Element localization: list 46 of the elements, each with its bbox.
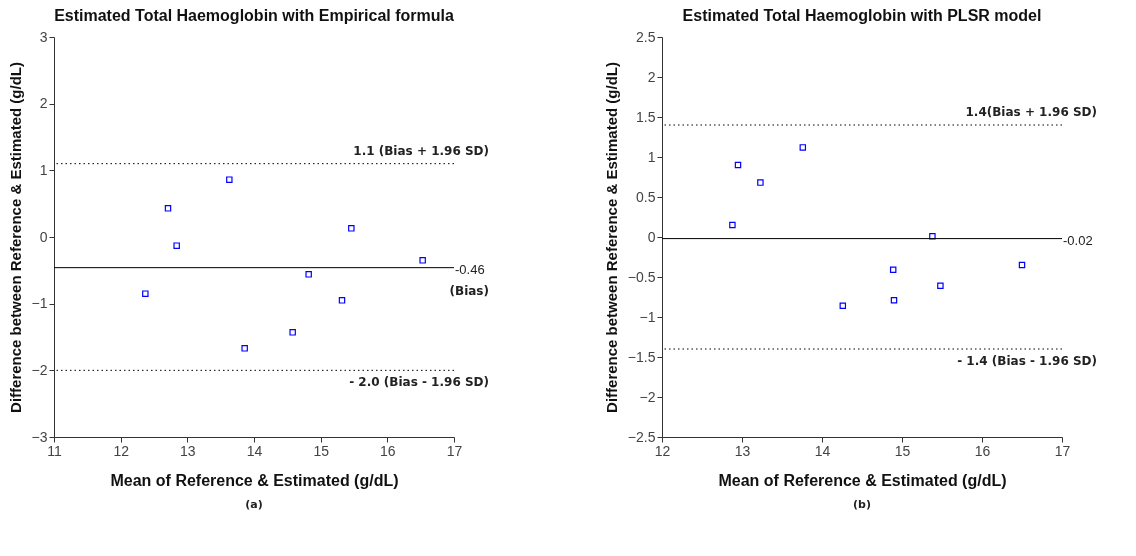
x-axis-title: Mean of Reference & Estimated (g/dL) — [110, 471, 399, 489]
x-tick-label: 12 — [113, 442, 130, 459]
y-tick-label: 1 — [39, 161, 48, 178]
ref-line-label: - 2.0 (Bias - 1.96 SD) — [349, 375, 489, 390]
y-tick-label: 0 — [647, 228, 656, 245]
y-tick-label: 0.5 — [636, 188, 656, 205]
x-tick-label: 15 — [313, 442, 330, 459]
x-tick-label: 15 — [894, 442, 911, 459]
x-axis-title: Mean of Reference & Estimated (g/dL) — [718, 471, 1007, 489]
y-tick-label: 1 — [647, 148, 656, 165]
text: (b) — [853, 498, 871, 511]
text: (a) — [245, 498, 263, 511]
x-tick-label: 17 — [446, 442, 463, 459]
x-tick-label: 16 — [380, 442, 396, 459]
chart-title: Estimated Total Haemoglobin with Empirical formula — [54, 7, 454, 24]
annotation: (Bias) — [449, 283, 489, 298]
y-tick-label: −1 — [31, 295, 48, 312]
ref-line-label: -0.46 — [455, 261, 485, 277]
y-tick-label: −1.5 — [627, 348, 656, 365]
x-tick-label: 14 — [246, 442, 263, 459]
x-tick-label: 13 — [180, 442, 196, 459]
ref-line-label: -0.02 — [1063, 232, 1093, 248]
x-tick-label: 14 — [814, 442, 831, 459]
x-tick-label: 17 — [1054, 442, 1071, 459]
y-tick-label: 2.5 — [636, 28, 656, 45]
y-tick-label: −2 — [639, 388, 656, 405]
y-tick-label: −0.5 — [627, 268, 656, 285]
ref-line-label: 1.4(Bias + 1.96 SD) — [965, 105, 1097, 119]
y-tick-label: −3 — [31, 428, 48, 445]
x-tick-label: 11 — [47, 442, 62, 459]
y-tick-label: −1 — [639, 308, 656, 325]
x-tick-label: 16 — [974, 442, 991, 459]
y-tick-label: 3 — [39, 28, 48, 45]
y-axis-title: Difference between Reference & Estimated (g/dL) — [6, 62, 24, 413]
y-axis-title: Difference between Reference & Estimated (g/dL) — [602, 62, 620, 413]
y-tick-label: 2 — [39, 95, 48, 112]
y-tick-label: 2 — [647, 68, 656, 85]
chart-title: Estimated Total Haemoglobin with PLSR model — [682, 7, 1042, 24]
x-tick-label: 12 — [654, 442, 671, 459]
y-tick-label: 1.5 — [636, 108, 656, 125]
y-tick-label: 0 — [39, 228, 48, 245]
y-tick-label: −2 — [31, 361, 48, 378]
ref-line-label: 1.1 (Bias + 1.96 SD) — [353, 143, 489, 158]
ref-line-label: - 1.4 (Bias - 1.96 SD) — [957, 354, 1097, 368]
x-tick-label: 13 — [734, 442, 751, 459]
y-tick-label: −2.5 — [627, 428, 656, 445]
